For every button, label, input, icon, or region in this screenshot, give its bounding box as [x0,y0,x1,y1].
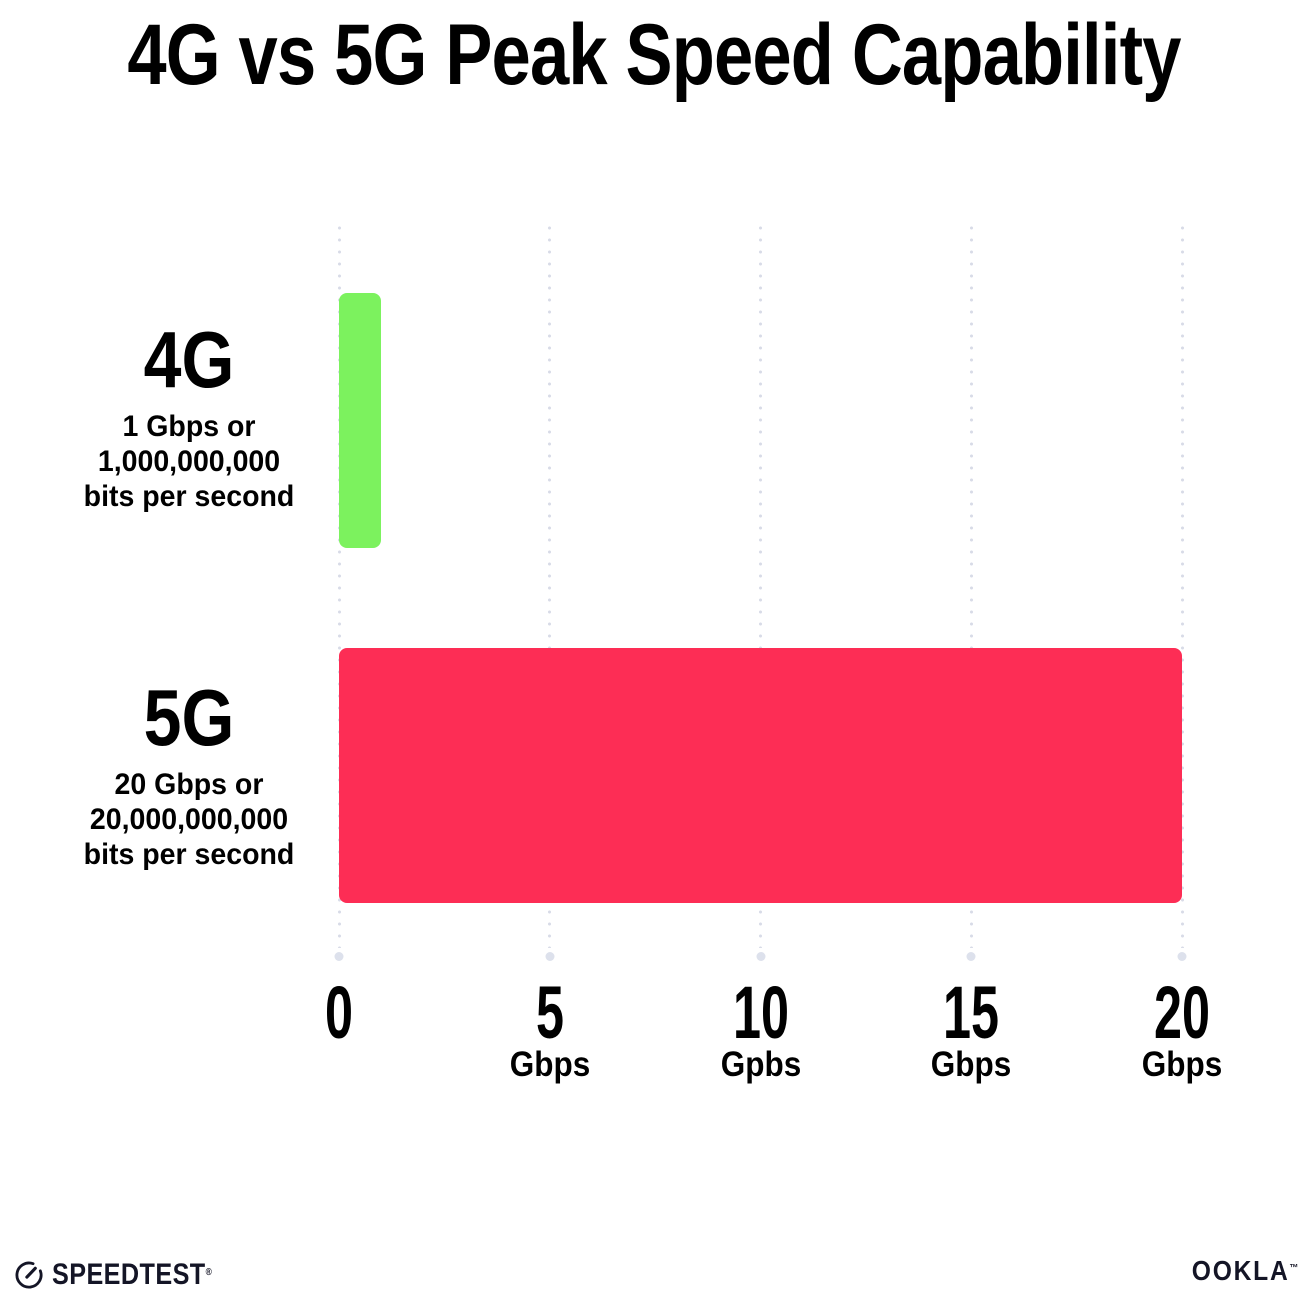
x-tick-unit: Gbps [1141,1045,1223,1084]
category-label-5g: 5G 20 Gbps or 20,000,000,000 bits per secon… [34,678,344,872]
x-tick-unit: Gbps [509,1045,590,1084]
bar-4g [339,293,382,548]
category-label-4g: 4G 1 Gbps or 1,000,000,000 bits per second [34,320,344,514]
x-tick-value: 15 [943,971,1000,1054]
x-tick-5: 5 Gbps [445,971,655,1084]
category-sublabel-line: 20 Gbps or [114,768,264,801]
category-sublabel-line: bits per second [83,480,295,513]
registered-trademark-mark: ® [205,1267,213,1278]
x-tick-20: 20 Gbps [1077,971,1287,1084]
ookla-logo-text: OOKLA [1191,1255,1290,1286]
category-description-5g: 20 Gbps or 20,000,000,000 bits per second [34,767,344,872]
x-tick-value: 10 [732,971,789,1054]
x-tick-15: 15 Gbps [866,971,1076,1084]
gridline-15 [969,222,973,948]
ookla-logo: OOKLA™ [1192,1257,1300,1285]
speedtest-gauge-icon [15,1261,43,1289]
category-name-4g: 4G [143,315,235,404]
bar-5g [339,648,1182,903]
x-tick-unit: Gbps [930,1045,1012,1084]
gridline-10 [759,222,762,948]
gridline-20 [1180,222,1184,948]
x-tick-unit: Gpbs [720,1045,801,1084]
x-tick-value: 20 [1154,971,1210,1054]
gridline-5 [548,222,552,948]
category-description-4g: 1 Gbps or 1,000,000,000 bits per second [34,409,344,514]
category-sublabel-line: bits per second [83,838,295,871]
chart-title: 4G vs 5G Peak Speed Capability [127,7,1181,103]
x-tick-10: 10 Gpbs [656,971,866,1084]
x-tick-value: 5 [535,971,564,1054]
x-tick-0: 0 [234,971,444,1054]
category-sublabel-line: 20,000,000,000 [89,803,289,836]
gridline-0 [337,222,341,948]
speedtest-logo-text: SPEEDTEST® [52,1258,213,1291]
trademark-mark: ™ [1289,1263,1300,1274]
category-sublabel-line: 1,000,000,000 [97,445,281,478]
category-sublabel-line: 1 Gbps or [122,410,256,443]
category-name-5g: 5G [143,673,235,762]
speedtest-logo: SPEEDTEST® [14,1260,243,1290]
x-tick-value: 0 [325,971,353,1054]
